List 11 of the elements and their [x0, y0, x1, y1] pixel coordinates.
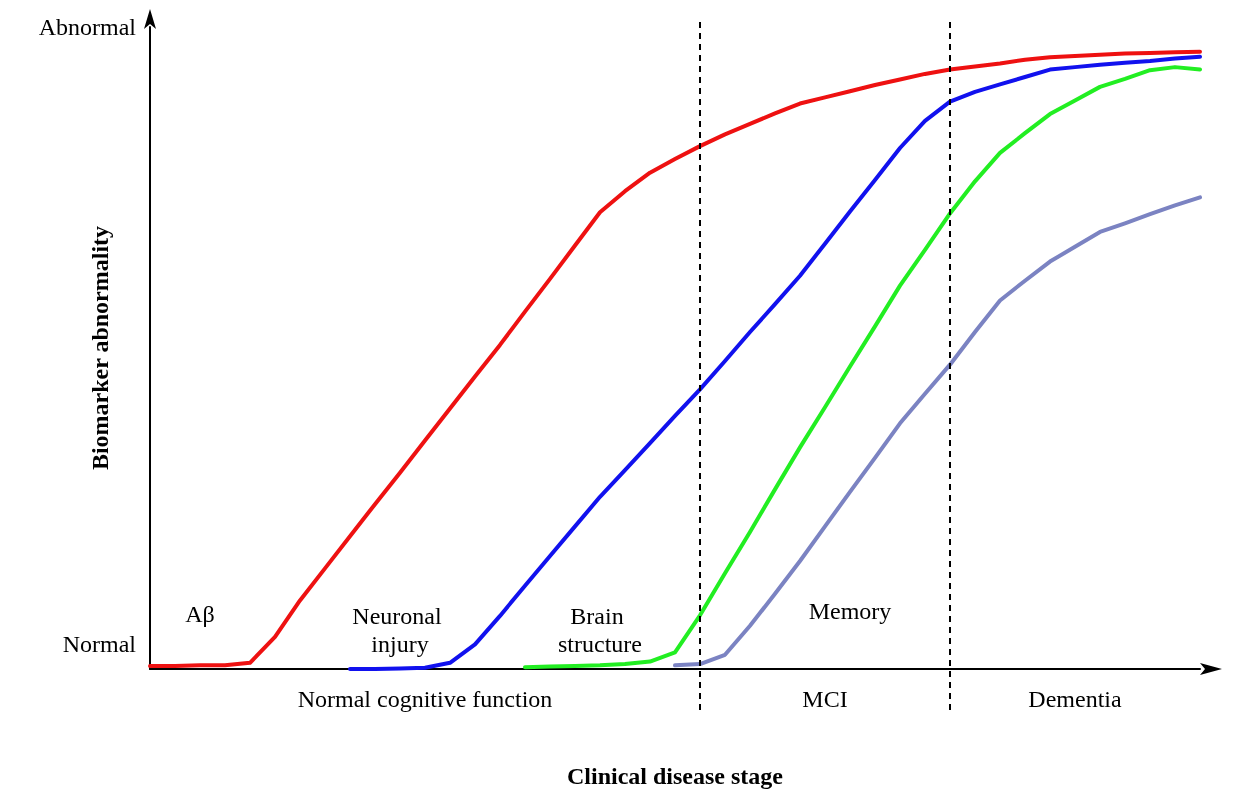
text: Abnormal [38, 14, 137, 40]
series-label: Neuronal injury [352, 603, 448, 658]
series-label: Memory [808, 598, 892, 625]
text: Normal [62, 631, 137, 657]
text: MCI [802, 686, 848, 712]
y-axis-title: Biomarker abnormality [87, 225, 113, 471]
text: Dementia [1028, 686, 1122, 712]
x-axis-title: Clinical disease stage [567, 763, 784, 789]
series-label: Aβ [185, 601, 215, 628]
series-label: Brain structure [558, 603, 642, 658]
text: Normal cognitive function [297, 686, 553, 712]
